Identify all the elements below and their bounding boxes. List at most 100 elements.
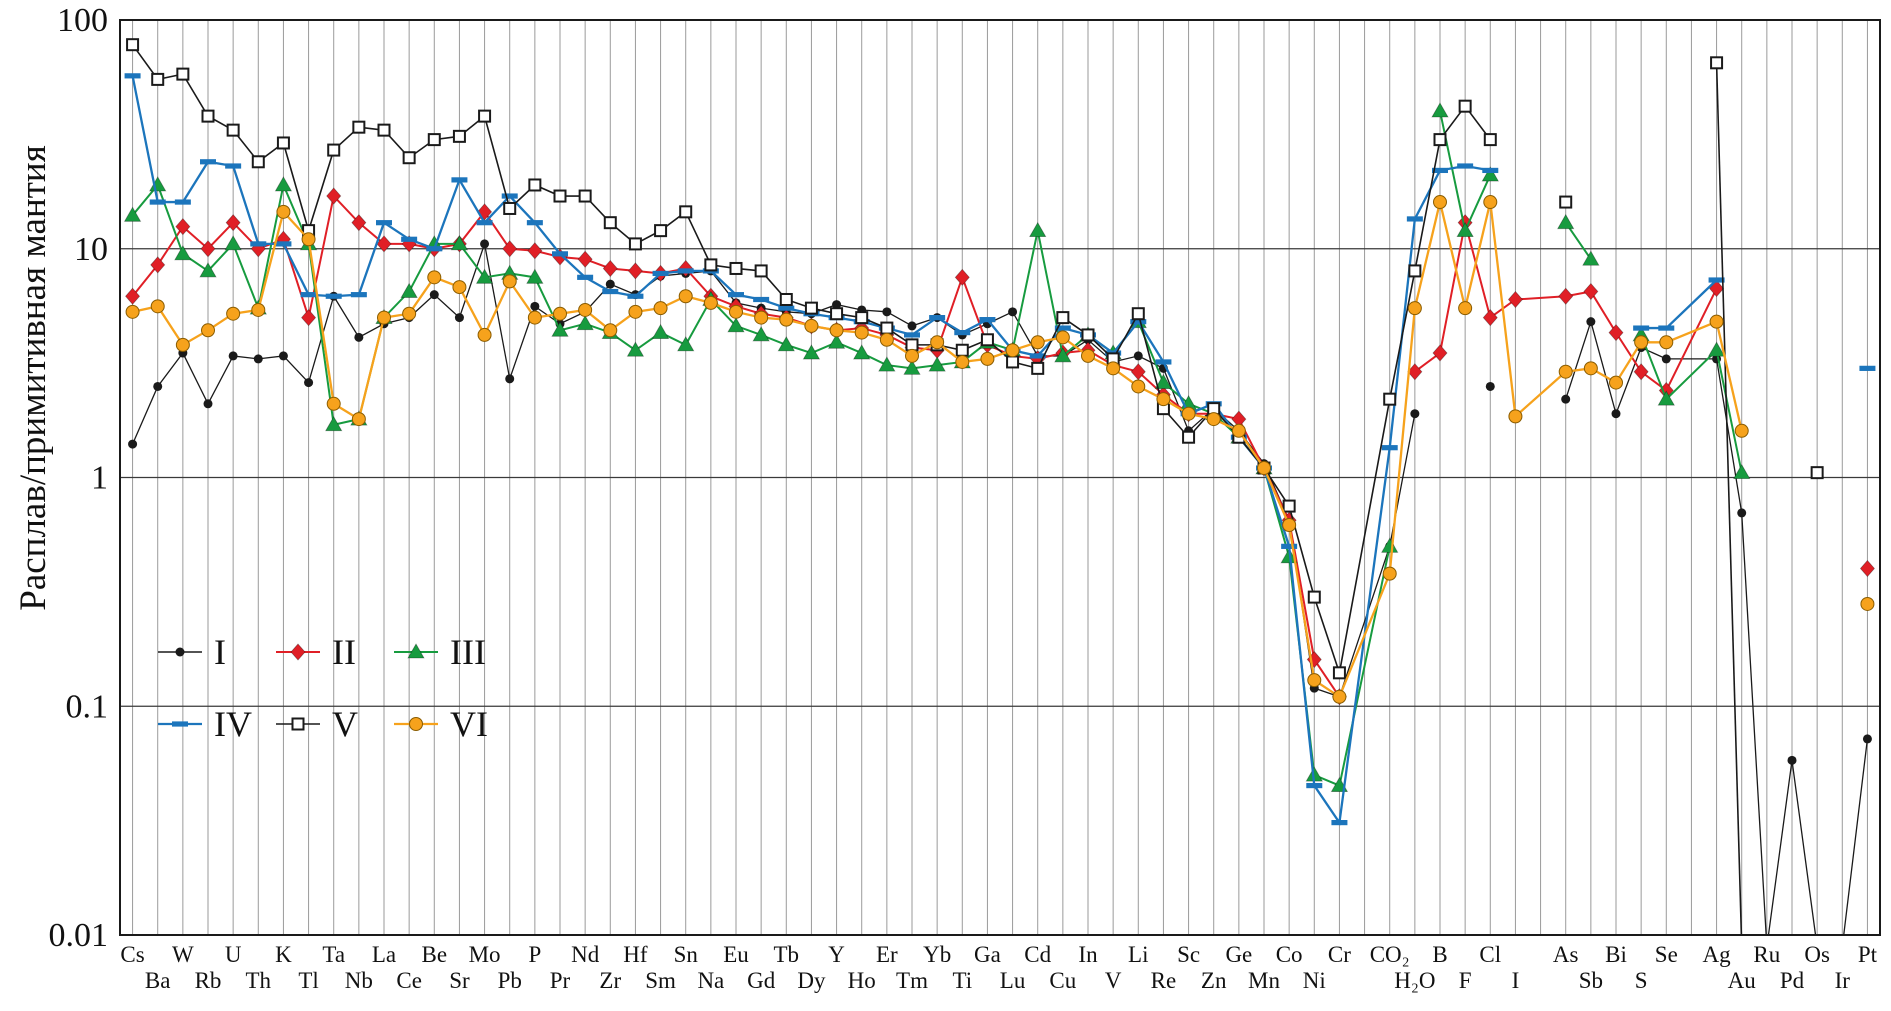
data-point-marker bbox=[478, 109, 492, 123]
data-point-marker bbox=[1709, 314, 1724, 329]
data-point-marker bbox=[251, 155, 265, 169]
data-point-marker bbox=[151, 72, 165, 86]
x-tick-label: Os bbox=[1804, 942, 1830, 967]
data-point-marker bbox=[1734, 423, 1749, 438]
data-point-marker bbox=[427, 133, 441, 147]
series-V bbox=[126, 38, 1824, 935]
x-tick-label: F bbox=[1459, 968, 1472, 993]
data-point-marker bbox=[1483, 195, 1498, 210]
data-point-marker bbox=[1457, 163, 1474, 169]
data-point-marker bbox=[275, 241, 292, 247]
data-point-marker bbox=[1154, 373, 1173, 389]
series-line bbox=[1715, 62, 1743, 935]
data-point-marker bbox=[1432, 167, 1448, 174]
data-point-marker bbox=[150, 256, 166, 274]
data-point-marker bbox=[1206, 412, 1221, 427]
data-point-marker bbox=[577, 250, 593, 268]
series-line bbox=[131, 241, 1416, 698]
x-tick-label: V bbox=[1105, 968, 1122, 993]
data-point-marker bbox=[149, 199, 166, 205]
data-point-marker bbox=[954, 329, 971, 336]
data-point-marker bbox=[653, 301, 668, 316]
data-point-marker bbox=[1332, 666, 1346, 680]
data-point-marker bbox=[1483, 133, 1497, 147]
data-point-marker bbox=[1859, 559, 1875, 578]
data-point-marker bbox=[300, 292, 317, 298]
data-point-marker bbox=[1257, 461, 1271, 476]
data-point-marker bbox=[351, 412, 366, 427]
x-tick-label: Bi bbox=[1605, 942, 1627, 967]
legend-item-I: I bbox=[158, 632, 226, 672]
x-tick-label: Li bbox=[1128, 942, 1148, 967]
data-point-marker bbox=[376, 220, 392, 226]
x-tick-label: Gd bbox=[747, 968, 776, 993]
data-point-marker bbox=[1029, 221, 1047, 238]
data-point-marker bbox=[1156, 392, 1171, 407]
data-point-marker bbox=[904, 332, 920, 338]
data-point-marker bbox=[174, 199, 191, 205]
x-tick-label: Sb bbox=[1579, 968, 1603, 993]
data-point-marker bbox=[150, 299, 165, 314]
y-tick-label: 0.1 bbox=[66, 688, 109, 725]
data-point-marker bbox=[727, 317, 745, 333]
data-point-marker bbox=[304, 378, 314, 388]
data-point-marker bbox=[1583, 361, 1598, 376]
legend-label: III bbox=[450, 632, 486, 672]
x-tick-label: Ba bbox=[145, 968, 171, 993]
data-point-marker bbox=[1081, 328, 1095, 342]
data-point-marker bbox=[480, 239, 490, 249]
data-point-marker bbox=[829, 323, 844, 338]
data-point-marker bbox=[879, 332, 894, 347]
data-point-marker bbox=[201, 323, 215, 338]
data-point-marker bbox=[427, 270, 442, 285]
data-point-marker bbox=[528, 178, 542, 192]
data-point-marker bbox=[804, 301, 818, 315]
data-point-marker bbox=[1081, 348, 1095, 363]
data-point-marker bbox=[502, 274, 517, 289]
x-tick-label: Ta bbox=[322, 942, 345, 967]
data-point-marker bbox=[400, 282, 418, 298]
data-point-marker bbox=[1431, 102, 1449, 118]
data-point-marker bbox=[1029, 353, 1046, 359]
x-tick-label: U bbox=[225, 942, 242, 967]
data-point-marker bbox=[376, 235, 392, 253]
data-point-marker bbox=[1106, 361, 1121, 376]
data-point-marker bbox=[628, 304, 643, 319]
x-tick-label: In bbox=[1078, 942, 1098, 967]
data-point-marker bbox=[1661, 354, 1671, 364]
x-tick-label: Nd bbox=[571, 942, 600, 967]
legend-item-VI: VI bbox=[394, 704, 488, 744]
data-point-marker bbox=[1155, 359, 1172, 365]
data-point-marker bbox=[1611, 409, 1621, 419]
data-point-marker bbox=[905, 348, 919, 363]
x-tick-label: Ge bbox=[1225, 942, 1252, 967]
data-point-marker bbox=[1433, 133, 1447, 147]
x-tick-label: H₂O bbox=[1394, 968, 1435, 993]
data-point-marker bbox=[402, 151, 416, 165]
y-axis-tick-labels: 100 10 1 0.1 0.01 bbox=[49, 2, 109, 954]
data-point-marker bbox=[1054, 347, 1072, 363]
data-point-marker bbox=[1282, 499, 1296, 513]
data-point-marker bbox=[401, 236, 418, 242]
data-point-marker bbox=[577, 274, 594, 280]
data-point-marker bbox=[201, 109, 215, 123]
data-point-marker bbox=[426, 246, 443, 252]
data-point-marker bbox=[1710, 56, 1724, 70]
data-point-marker bbox=[905, 338, 919, 352]
data-point-marker bbox=[779, 312, 794, 327]
x-tick-label: Ir bbox=[1835, 968, 1851, 993]
data-point-marker bbox=[351, 214, 367, 232]
legend-label: IV bbox=[214, 704, 252, 744]
data-point-marker bbox=[678, 289, 693, 304]
legend-item-V: V bbox=[276, 704, 358, 744]
data-point-marker bbox=[1231, 423, 1246, 438]
x-tick-label: Ni bbox=[1303, 968, 1326, 993]
data-point-marker bbox=[224, 235, 242, 251]
data-point-marker bbox=[226, 123, 240, 137]
x-tick-label: Sm bbox=[645, 968, 676, 993]
data-point-marker bbox=[200, 240, 216, 258]
data-point-marker bbox=[1707, 341, 1726, 357]
data-point-marker bbox=[1583, 282, 1599, 301]
data-point-marker bbox=[1737, 508, 1747, 518]
